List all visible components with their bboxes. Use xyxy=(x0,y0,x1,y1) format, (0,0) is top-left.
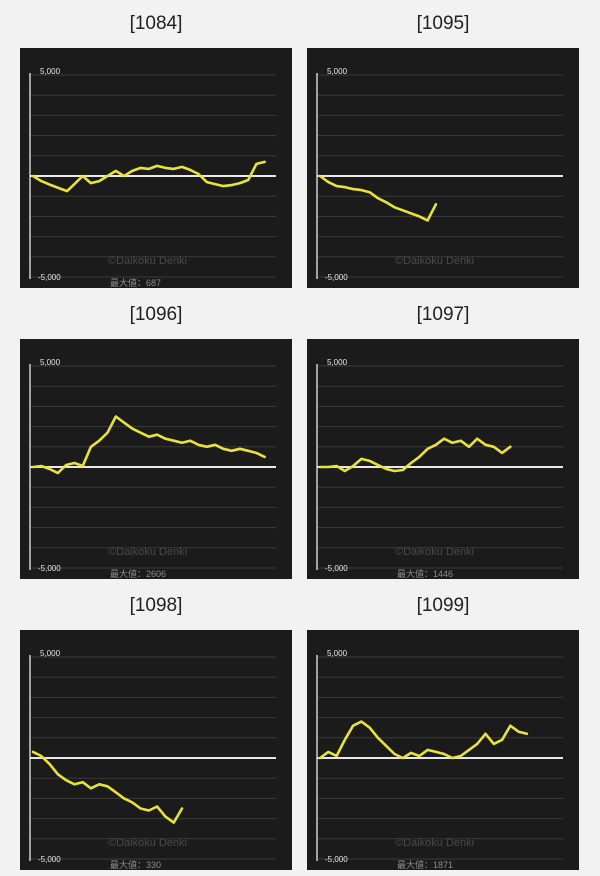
line-chart: 5,000 -5,000 ©Daikoku Denki 最大値：1446 xyxy=(316,358,563,579)
watermark-text: ©Daikoku Denki xyxy=(395,546,474,558)
series-line xyxy=(31,415,266,475)
y-tick-label: 5,000 xyxy=(327,649,348,658)
chart-panel: 5,000 -5,000 ©Daikoku Denki 最大値：330 xyxy=(20,630,292,870)
y-tick-label: 5,000 xyxy=(40,67,61,76)
watermark-text: ©Daikoku Denki xyxy=(108,255,187,267)
line-chart: 5,000 -5,000 ©Daikoku Denki 最大値：330 xyxy=(29,649,276,870)
chart-panel: 5,000 -5,000 ©Daikoku Denki xyxy=(307,48,579,288)
chart-title: [1095] xyxy=(416,13,470,34)
line-chart: 5,000 -5,000 ©Daikoku Denki 最大値：1871 xyxy=(316,649,563,870)
chart-title: [1097] xyxy=(416,304,470,325)
chart-panel: 5,000 -5,000 ©Daikoku Denki 最大値：687 xyxy=(20,48,292,288)
y-tick-label: 5,000 xyxy=(40,358,61,367)
y-tick-label: -5,000 xyxy=(325,564,348,573)
watermark-text: ©Daikoku Denki xyxy=(395,255,474,267)
series-line xyxy=(318,720,529,760)
chart-panel: 5,000 -5,000 ©Daikoku Denki 最大値：1871 xyxy=(307,630,579,870)
y-tick-label: -5,000 xyxy=(38,855,61,864)
y-tick-label: -5,000 xyxy=(325,273,348,282)
y-tick-label: 5,000 xyxy=(40,649,61,658)
max-value-label: 最大値：2606 xyxy=(110,568,166,579)
line-chart: 5,000 -5,000 ©Daikoku Denki xyxy=(316,67,563,282)
max-value-label: 最大値：1871 xyxy=(397,859,453,870)
max-value-label: 最大値：1446 xyxy=(397,568,453,579)
watermark-text: ©Daikoku Denki xyxy=(108,837,187,849)
line-chart: 5,000 -5,000 ©Daikoku Denki 最大値：687 xyxy=(29,67,276,288)
series-line xyxy=(31,160,266,193)
watermark-text: ©Daikoku Denki xyxy=(108,546,187,558)
line-chart: 5,000 -5,000 ©Daikoku Denki 最大値：2606 xyxy=(29,358,276,579)
chart-title: [1084] xyxy=(129,13,183,34)
chart-panel: 5,000 -5,000 ©Daikoku Denki 最大値：1446 xyxy=(307,339,579,579)
series-line xyxy=(31,750,184,824)
watermark-text: ©Daikoku Denki xyxy=(395,837,474,849)
y-tick-label: -5,000 xyxy=(38,564,61,573)
chart-title: [1098] xyxy=(129,595,183,616)
y-tick-label: -5,000 xyxy=(325,855,348,864)
y-tick-label: 5,000 xyxy=(327,358,348,367)
series-line xyxy=(318,174,438,222)
y-tick-label: -5,000 xyxy=(38,273,61,282)
chart-title: [1096] xyxy=(129,304,183,325)
series-line xyxy=(318,437,512,473)
y-tick-label: 5,000 xyxy=(327,67,348,76)
max-value-label: 最大値：330 xyxy=(110,859,161,870)
chart-title: [1099] xyxy=(416,595,470,616)
max-value-label: 最大値：687 xyxy=(110,277,161,288)
chart-panel: 5,000 -5,000 ©Daikoku Denki 最大値：2606 xyxy=(20,339,292,579)
